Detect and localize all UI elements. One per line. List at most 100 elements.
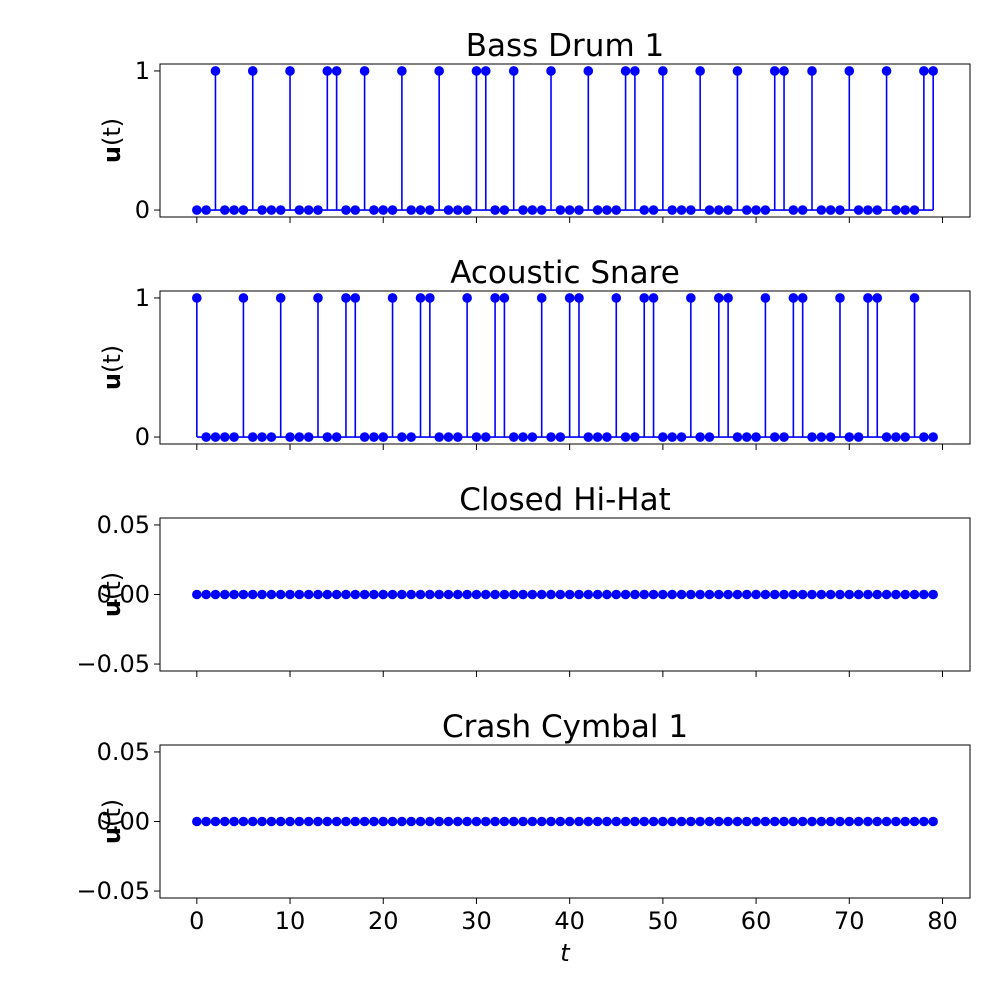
x-tick-label: 40	[554, 907, 585, 935]
plot-frame	[159, 744, 971, 899]
stem-marker	[247, 432, 258, 442]
stem-marker	[863, 293, 873, 303]
stem-marker	[303, 432, 314, 442]
stem-marker	[723, 205, 733, 215]
stem-marker	[387, 589, 398, 600]
stem-marker	[266, 816, 277, 827]
y-axis-label-bold: u	[98, 146, 126, 163]
stem-marker	[378, 589, 389, 600]
stem-marker	[667, 205, 677, 215]
stem-marker	[518, 589, 528, 600]
stem-marker	[536, 589, 547, 600]
stem-marker	[602, 432, 612, 442]
stem-marker	[480, 432, 491, 442]
stem-marker	[611, 205, 622, 215]
stem-marker	[648, 816, 659, 827]
stem-marker	[564, 816, 575, 827]
stem-marker	[527, 205, 538, 215]
panel-2: Acoustic Snare u(t) 0 1	[98, 255, 971, 451]
stem-marker	[425, 589, 435, 600]
stem-marker	[192, 589, 202, 600]
stem-marker	[825, 589, 836, 600]
stem-marker	[397, 66, 407, 76]
stem-marker	[928, 432, 938, 442]
stem-marker	[201, 589, 211, 600]
stem-marker	[639, 293, 650, 303]
stem-marker	[471, 432, 482, 442]
stem-marker	[872, 816, 883, 827]
stem-marker	[723, 816, 733, 827]
stem-marker	[536, 816, 547, 827]
stem-marker	[919, 432, 929, 442]
stem-marker	[900, 205, 911, 215]
stem-marker	[872, 589, 883, 600]
stem-marker	[891, 205, 901, 215]
stem-marker	[313, 205, 323, 215]
stem-marker	[490, 293, 500, 303]
x-tick-label: 0	[189, 907, 204, 935]
stem-marker	[658, 589, 668, 600]
stem-marker	[853, 589, 864, 600]
stem-marker	[779, 432, 789, 442]
stem-marker	[844, 432, 855, 442]
stem-marker	[630, 589, 640, 600]
stem-marker	[341, 589, 351, 600]
stem-marker	[238, 205, 249, 215]
stem-marker	[648, 205, 659, 215]
stem-marker	[313, 816, 323, 827]
stem-marker	[331, 816, 342, 827]
x-tick-label: 20	[368, 907, 399, 935]
stem-marker	[350, 816, 361, 827]
stem-marker	[872, 293, 883, 303]
stem-marker	[508, 432, 519, 442]
stem-marker	[686, 293, 696, 303]
stem-marker	[257, 589, 267, 600]
stem-marker	[602, 205, 612, 215]
stem-marker	[807, 432, 817, 442]
stem-marker	[201, 205, 211, 215]
stem-marker	[779, 816, 789, 827]
stem-marker	[909, 816, 920, 827]
stem-marker	[257, 816, 267, 827]
stem-marker	[387, 205, 398, 215]
stem-marker	[844, 589, 855, 600]
stem-marker	[406, 816, 417, 827]
stem-marker	[769, 589, 780, 600]
y-tick-label: −0.05	[76, 650, 150, 678]
y-axis-label-bold: u	[98, 600, 126, 617]
stem-marker	[695, 816, 705, 827]
stem-marker	[378, 432, 389, 442]
stem-marker	[704, 816, 715, 827]
stem-marker	[881, 432, 892, 442]
stem-marker	[928, 816, 938, 827]
stem-marker	[844, 66, 855, 76]
stem-marker	[434, 816, 444, 827]
stem-marker	[630, 816, 640, 827]
stem-marker	[723, 293, 733, 303]
stem-marker	[518, 816, 528, 827]
stem-marker	[732, 589, 743, 600]
stem-marker	[732, 432, 743, 442]
stem-marker	[620, 589, 631, 600]
stem-marker	[695, 66, 705, 76]
stem-marker	[835, 293, 845, 303]
stem-marker	[546, 66, 556, 76]
stem-marker	[546, 432, 556, 442]
y-axis-label-rest: (t)	[98, 118, 126, 146]
stem-marker	[891, 589, 901, 600]
stem-marker	[453, 589, 463, 600]
stem-marker	[499, 589, 510, 600]
stem-marker	[602, 589, 612, 600]
stem-marker	[219, 589, 230, 600]
stem-marker	[462, 293, 472, 303]
stem-marker	[247, 66, 258, 76]
stem-marker	[508, 66, 519, 76]
y-axis-label: u(t)	[98, 572, 126, 617]
stem-marker	[499, 293, 510, 303]
stem-marker	[909, 293, 920, 303]
stem-marker	[415, 293, 426, 303]
stem-marker	[844, 816, 855, 827]
stem-marker	[527, 432, 538, 442]
stem-marker	[350, 589, 361, 600]
stem-marker	[863, 205, 873, 215]
